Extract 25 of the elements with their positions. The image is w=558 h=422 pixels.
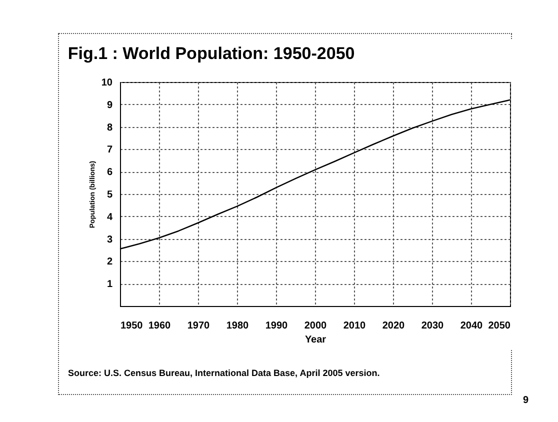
- y-tick-label: 10: [101, 78, 113, 88]
- x-tick-label: 1990: [265, 320, 288, 332]
- x-tick-label: 1980: [226, 320, 250, 332]
- chart-title: Fig.1 : World Population: 1950-2050: [68, 44, 355, 63]
- y-tick-label: 3: [106, 234, 113, 246]
- x-tick-label: 1960: [148, 320, 172, 332]
- y-tick-label: 4: [106, 212, 113, 223]
- x-tick-label: 2020: [382, 320, 406, 332]
- x-tick-label: 2000: [304, 320, 328, 332]
- x-tick-label: 2040: [460, 320, 484, 332]
- y-tick-label: 9: [106, 100, 113, 111]
- y-tick-label: 8: [106, 122, 113, 134]
- x-axis-title: Year: [304, 334, 326, 346]
- y-tick-label: 7: [106, 144, 113, 156]
- y-tick-label: 2: [106, 256, 113, 268]
- text: 9: [523, 395, 529, 406]
- x-tick-label: 2030: [421, 320, 444, 332]
- x-tick-label: 1950: [120, 320, 144, 332]
- source-note: Source: U.S. Census Bureau, International Data Base, April 2005 version.: [68, 368, 380, 378]
- x-tick-label: 2050: [488, 320, 511, 332]
- y-tick-label: 1: [106, 279, 113, 290]
- x-tick-label: 2010: [343, 320, 366, 332]
- y-tick-label: 6: [106, 167, 113, 178]
- x-tick-label: 1970: [187, 320, 210, 332]
- y-tick-label: 5: [106, 190, 113, 200]
